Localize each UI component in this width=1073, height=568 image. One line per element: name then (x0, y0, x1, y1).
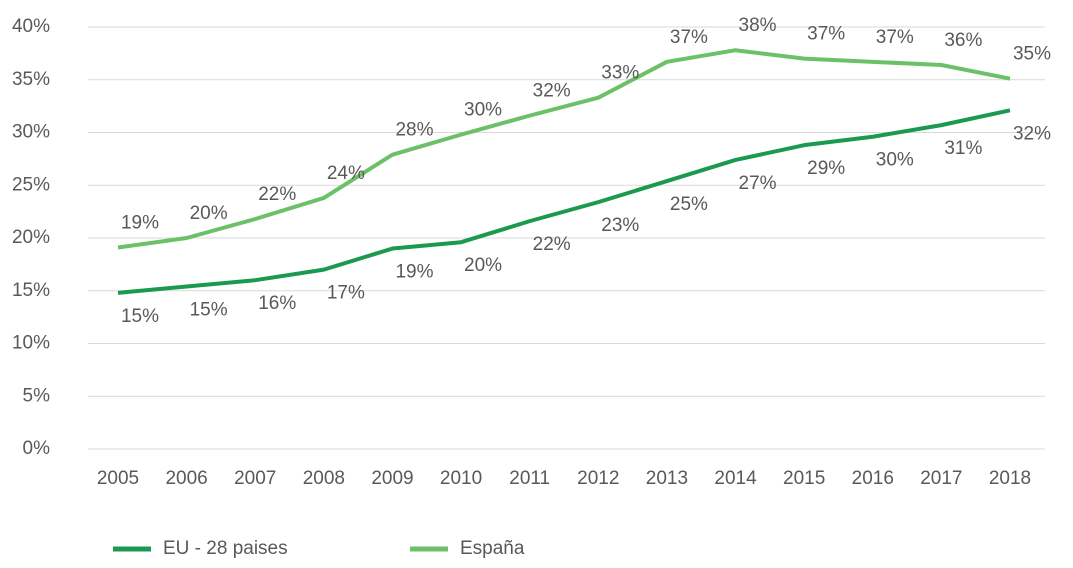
data-label: 20% (190, 203, 228, 224)
data-label: 31% (944, 138, 982, 159)
x-tick-label: 2014 (714, 468, 757, 489)
x-tick-label: 2006 (165, 468, 207, 489)
y-tick-label: 20% (12, 227, 50, 248)
x-tick-label: 2018 (989, 468, 1031, 489)
data-label: 24% (327, 163, 365, 184)
x-tick-label: 2016 (852, 468, 894, 489)
data-label: 38% (739, 15, 777, 36)
data-label: 19% (121, 213, 159, 234)
data-label: 16% (258, 293, 296, 314)
y-tick-label: 15% (12, 280, 50, 301)
data-label: 15% (190, 300, 228, 321)
y-tick-label: 5% (23, 385, 51, 406)
data-label: 25% (670, 194, 708, 215)
data-label: 37% (876, 27, 914, 48)
x-tick-label: 2011 (509, 468, 550, 489)
y-tick-label: 25% (12, 174, 50, 195)
x-tick-label: 2007 (234, 468, 276, 489)
data-label: 19% (395, 262, 433, 283)
x-tick-label: 2015 (783, 468, 825, 489)
data-label: 29% (807, 158, 845, 179)
y-tick-label: 35% (12, 69, 50, 90)
data-label: 37% (670, 27, 708, 48)
data-label: 15% (121, 306, 159, 327)
data-label: 27% (739, 173, 777, 194)
x-tick-label: 2005 (97, 468, 139, 489)
legend-label: EU - 28 paises (163, 538, 288, 559)
series-line (117, 48, 1011, 250)
data-label: 32% (1013, 123, 1051, 144)
y-tick-label: 10% (12, 333, 50, 354)
data-label: 30% (876, 150, 914, 171)
data-label: 28% (395, 120, 433, 141)
series-line (117, 108, 1011, 295)
y-tick-label: 40% (12, 16, 50, 37)
data-label: 22% (258, 184, 296, 205)
data-label: 35% (1013, 44, 1051, 65)
x-tick-label: 2012 (577, 468, 619, 489)
x-tick-label: 2017 (920, 468, 962, 489)
data-label: 30% (464, 100, 502, 121)
x-tick-label: 2013 (646, 468, 688, 489)
data-label: 20% (464, 255, 502, 276)
data-label: 17% (327, 283, 365, 304)
x-tick-label: 2008 (303, 468, 345, 489)
data-label: 22% (533, 234, 571, 255)
data-label: 37% (807, 24, 845, 45)
data-label: 36% (944, 30, 982, 51)
data-label: 23% (601, 215, 639, 236)
data-label: 32% (533, 81, 571, 102)
y-tick-label: 30% (12, 122, 50, 143)
y-tick-label: 0% (23, 438, 51, 459)
data-label: 33% (601, 63, 639, 84)
legend-label: España (460, 538, 525, 559)
x-tick-label: 2009 (371, 468, 413, 489)
x-tick-label: 2010 (440, 468, 482, 489)
